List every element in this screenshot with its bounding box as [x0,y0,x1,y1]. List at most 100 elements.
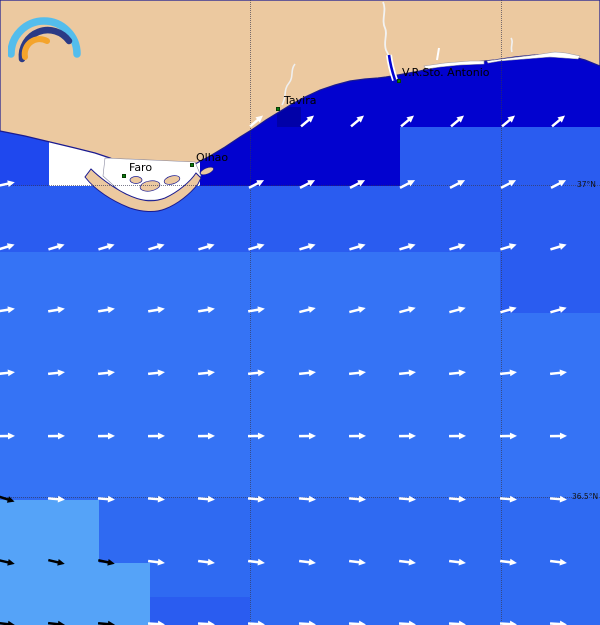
direction-arrow-black [0,619,15,625]
direction-arrow-white [398,112,416,129]
direction-arrow-white [97,305,115,316]
direction-arrow-black [97,619,116,625]
direction-arrow-white [398,494,417,503]
direction-arrow-white [147,432,165,440]
direction-arrow-white [147,557,166,567]
direction-arrow-white [499,432,517,440]
direction-arrow-white [549,241,568,254]
direction-arrow-white [97,368,116,378]
direction-arrow-white [348,557,367,567]
direction-arrow-white [298,241,317,254]
latitude-gridline [0,185,600,186]
direction-arrow-white [298,368,317,378]
direction-arrow-white [348,368,367,378]
wave-cell [0,500,99,563]
direction-arrow-white [398,368,417,378]
city-marker-v-r-sto-antonio [397,79,401,83]
direction-arrow-white [247,305,265,316]
direction-arrow-white [247,432,265,440]
direction-arrow-white [298,494,317,503]
direction-arrow-white [348,112,366,129]
direction-arrow-white [398,620,416,625]
direction-arrow-white [348,620,366,625]
direction-arrow-white [398,304,416,316]
direction-arrow-white [298,557,317,567]
direction-arrow-white [247,241,266,254]
direction-arrow-white [398,241,417,254]
direction-arrow-white [298,432,316,440]
direction-arrow-white [0,178,16,189]
direction-arrow-white [448,304,466,316]
direction-arrow-white [448,241,467,254]
direction-arrow-white [0,432,15,440]
direction-arrow-white [147,305,165,316]
latitude-label: 36.5°N [572,492,599,501]
direction-arrow-white [549,620,567,625]
city-marker-faro [122,174,126,178]
direction-arrow-white [448,620,466,625]
direction-arrow-white [348,241,367,254]
direction-arrow-black [47,619,66,625]
direction-arrow-white [47,432,65,440]
direction-arrow-white [298,620,316,625]
direction-arrow-white [247,177,266,192]
direction-arrow-white [47,241,66,254]
city-label: Olhao [196,151,229,164]
wave-cell [500,252,600,313]
direction-arrow-white [348,304,366,316]
direction-arrow-white [448,494,467,503]
direction-arrow-white [147,368,166,378]
city-marker-tavira [276,107,280,111]
direction-arrow-white [0,305,16,316]
direction-arrow-white [298,112,316,129]
direction-arrow-white [197,305,215,316]
direction-arrow-white [0,368,15,378]
direction-arrow-white [197,620,215,625]
direction-arrow-white [348,432,366,440]
wave-cell [49,0,200,186]
direction-arrow-white [247,620,265,625]
direction-arrow-black [0,556,16,568]
direction-arrow-black [97,556,115,567]
direction-arrow-white [348,177,367,192]
wave-cell [0,0,49,186]
direction-arrow-black [47,556,65,568]
wave-cell [149,597,250,625]
direction-arrow-white [448,177,467,192]
city-marker-olhao [190,163,194,167]
city-label: V.R.Sto. Antonio [402,66,490,79]
direction-arrow-white [398,557,417,567]
direction-arrow-white [97,432,115,440]
direction-arrow-white [398,177,417,192]
direction-arrow-white [197,368,216,378]
direction-arrow-white [499,368,518,378]
direction-arrow-white [197,432,215,440]
direction-arrow-white [97,241,116,254]
direction-arrow-white [499,241,518,254]
direction-arrow-white [448,368,467,378]
direction-arrow-white [47,494,66,503]
direction-arrow-white [499,112,517,129]
direction-arrow-white [448,112,466,129]
city-label: Tavira [284,94,317,107]
direction-arrow-black [0,493,16,506]
direction-arrow-white [549,432,567,440]
direction-arrow-white [499,177,518,192]
direction-arrow-white [549,177,568,192]
direction-arrow-white [298,177,317,192]
wave-cell [277,107,301,127]
direction-arrow-white [448,432,466,440]
longitude-gridline [250,0,251,625]
direction-arrow-white [398,432,416,440]
wave-cell [400,127,600,186]
direction-arrow-white [549,368,568,378]
direction-arrow-white [499,557,518,567]
direction-arrow-white [247,368,266,378]
direction-arrow-white [147,620,165,625]
direction-arrow-white [147,494,166,503]
direction-arrow-white [247,494,266,503]
direction-arrow-white [47,368,66,378]
direction-arrow-white [197,557,216,567]
latitude-label: 37°N [577,180,596,189]
direction-arrow-white [549,494,568,503]
